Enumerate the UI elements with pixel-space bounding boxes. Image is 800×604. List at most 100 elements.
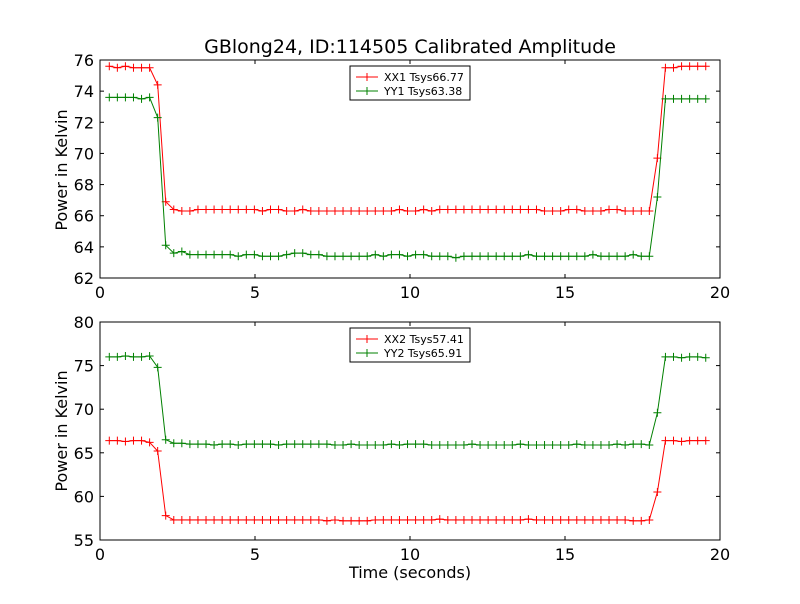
data-point-0-0-25 (306, 207, 315, 216)
data-point-1-1-2 (121, 352, 130, 361)
data-point-0-0-46 (476, 205, 485, 214)
data-point-1-1-62 (605, 440, 614, 449)
data-point-1-1-59 (580, 440, 589, 449)
data-point-1-0-20 (266, 515, 275, 524)
data-point-0-0-52 (524, 205, 533, 214)
data-point-0-0-65 (629, 207, 638, 216)
x-tick-label-0-4: 20 (710, 283, 730, 302)
data-point-0-0-68 (653, 154, 662, 163)
y-tick-label-1-0: 55 (74, 531, 94, 550)
series-line-0-1 (109, 96, 706, 259)
data-point-1-0-9 (177, 515, 186, 524)
data-point-1-1-57 (564, 440, 573, 449)
data-point-0-1-54 (540, 252, 549, 261)
data-point-1-1-53 (532, 440, 541, 449)
data-point-0-1-51 (516, 252, 525, 261)
data-point-1-1-24 (298, 440, 307, 449)
data-point-0-0-37 (403, 207, 412, 216)
data-point-0-1-67 (645, 252, 654, 261)
data-point-1-1-61 (596, 440, 605, 449)
data-point-1-1-17 (242, 440, 251, 449)
data-point-1-0-21 (274, 515, 283, 524)
data-point-0-1-6 (153, 113, 162, 122)
data-point-0-0-54 (540, 207, 549, 216)
data-point-1-0-4 (137, 436, 146, 445)
y-tick-label-0-4: 70 (74, 144, 94, 163)
data-point-1-0-24 (298, 515, 307, 524)
data-point-1-0-2 (121, 437, 130, 446)
data-point-1-0-0 (105, 436, 114, 445)
x-tick-label-0-2: 10 (400, 283, 420, 302)
data-point-1-1-33 (371, 440, 380, 449)
data-point-0-1-69 (661, 94, 670, 103)
data-point-1-1-73 (693, 352, 702, 361)
data-point-0-0-13 (210, 205, 219, 214)
data-point-0-1-41 (435, 252, 444, 261)
data-point-1-0-27 (322, 516, 331, 525)
data-point-0-0-34 (379, 207, 388, 216)
data-point-1-0-15 (226, 515, 235, 524)
x-tick-label-0-3: 15 (555, 283, 575, 302)
data-point-0-1-62 (605, 252, 614, 261)
data-point-0-1-20 (266, 252, 275, 261)
data-point-1-1-27 (322, 440, 331, 449)
data-point-1-1-56 (556, 440, 565, 449)
data-point-0-0-17 (242, 205, 251, 214)
data-point-0-1-46 (476, 252, 485, 261)
data-point-1-1-10 (185, 440, 194, 449)
data-point-1-0-74 (701, 436, 710, 445)
data-point-1-1-52 (524, 440, 533, 449)
y-tick-label-0-5: 72 (74, 113, 94, 132)
data-point-0-0-20 (266, 205, 275, 214)
data-point-1-1-65 (629, 440, 638, 449)
data-point-0-1-71 (677, 94, 686, 103)
data-point-0-1-30 (347, 252, 356, 261)
data-point-0-1-8 (169, 249, 178, 258)
data-point-1-0-53 (532, 515, 541, 524)
data-point-1-1-51 (516, 440, 525, 449)
data-point-1-0-37 (403, 515, 412, 524)
data-point-1-0-31 (355, 516, 364, 525)
data-point-0-0-33 (371, 207, 380, 216)
data-point-1-1-21 (274, 440, 283, 449)
data-point-1-1-25 (306, 440, 315, 449)
data-point-0-0-55 (548, 207, 557, 216)
data-point-0-1-9 (177, 247, 186, 256)
data-point-0-0-29 (339, 207, 348, 216)
data-point-1-1-4 (137, 352, 146, 361)
data-point-1-0-7 (161, 511, 170, 520)
data-point-1-0-51 (516, 515, 525, 524)
data-point-1-1-34 (379, 440, 388, 449)
data-point-0-1-31 (355, 252, 364, 261)
data-point-1-1-41 (435, 440, 444, 449)
data-point-1-0-33 (371, 515, 380, 524)
data-point-1-1-8 (169, 439, 178, 448)
data-point-1-0-65 (629, 516, 638, 525)
data-point-1-1-11 (193, 440, 202, 449)
y-tick-label-0-7: 76 (74, 51, 94, 70)
data-point-0-1-18 (250, 250, 259, 259)
data-point-1-0-69 (661, 436, 670, 445)
data-point-1-1-45 (468, 440, 476, 449)
legend-marker-1-0 (363, 335, 371, 343)
data-point-1-1-22 (282, 440, 291, 449)
data-point-0-1-16 (234, 252, 243, 261)
x-axis-label: Time (seconds) (348, 563, 471, 582)
y-tick-label-0-0: 62 (74, 269, 94, 288)
data-point-1-1-70 (669, 352, 678, 361)
data-point-0-1-63 (613, 252, 622, 261)
data-point-1-0-38 (411, 515, 420, 524)
data-point-1-1-35 (387, 440, 396, 449)
data-point-1-1-13 (210, 440, 219, 449)
data-point-1-0-62 (605, 515, 614, 524)
data-point-0-0-41 (435, 205, 444, 214)
x-tick-label-1-2: 10 (400, 545, 420, 564)
data-point-0-0-19 (258, 207, 267, 216)
data-point-0-1-52 (524, 250, 533, 259)
data-point-1-0-50 (508, 515, 517, 524)
data-point-0-0-31 (355, 207, 364, 216)
data-point-1-0-25 (306, 515, 315, 524)
data-point-0-1-35 (387, 250, 396, 259)
y-tick-label-1-1: 60 (74, 487, 94, 506)
